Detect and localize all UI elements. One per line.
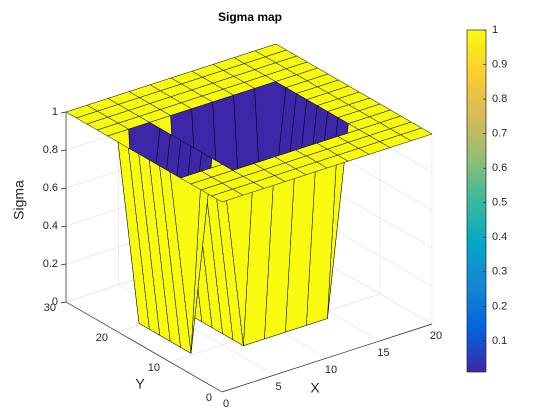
surface-face [211, 188, 244, 203]
colorbar-tick-label: 1 [492, 24, 498, 36]
z-axis-label: Sigma [11, 180, 27, 220]
chart-title: Sigma map [218, 10, 282, 24]
z-tick [60, 263, 67, 266]
colorbar-tick-label: 0.9 [492, 58, 507, 70]
y-tick-label: 10 [148, 362, 160, 374]
z-tick-label: 0 [52, 296, 58, 308]
z-tick-label: 0.4 [43, 220, 58, 232]
y-axis-label: Y [135, 376, 145, 392]
z-tick [60, 149, 67, 152]
y-tick-label: 20 [96, 332, 108, 344]
z-tick-label: 0.6 [43, 182, 58, 194]
colorbar-tick-label: 0.6 [492, 162, 507, 174]
colorbar-tick-label: 0.3 [492, 266, 507, 278]
z-tick [60, 301, 67, 304]
z-tick [60, 111, 67, 114]
x-tick-label: 20 [430, 330, 442, 342]
x-axis-label: X [310, 380, 320, 396]
colorbar-tick-label: 0.7 [492, 128, 507, 140]
colorbar-tick-label: 0.2 [492, 300, 507, 312]
z-tick-label: 0.8 [43, 144, 58, 156]
x-tick-label: 15 [377, 347, 389, 359]
colorbar-gradient [466, 29, 487, 373]
y-tick-label: 0 [206, 392, 212, 404]
x-tick-label: 5 [275, 381, 281, 393]
z-tick-label: 1 [52, 106, 58, 118]
x-tick-label: 10 [325, 364, 337, 376]
z-tick [60, 225, 67, 228]
colorbar: 0.1 0.2 0.3 0.4 0.5 0.6 0.7 0.8 0.9 1 [466, 24, 507, 373]
y-axis-line [65, 301, 223, 393]
y-tick-label: 30 [44, 302, 56, 314]
colorbar-tick-label: 0.4 [492, 231, 507, 243]
surface [65, 43, 433, 354]
z-tick [60, 187, 67, 190]
x-tick-label: 0 [223, 398, 229, 410]
x-axis-line [221, 323, 433, 393]
colorbar-tick-label: 0.8 [492, 93, 507, 105]
colorbar-tick-label: 0.5 [492, 197, 507, 209]
colorbar-tick-label: 0.1 [492, 335, 507, 347]
z-tick-label: 0.2 [43, 258, 58, 270]
